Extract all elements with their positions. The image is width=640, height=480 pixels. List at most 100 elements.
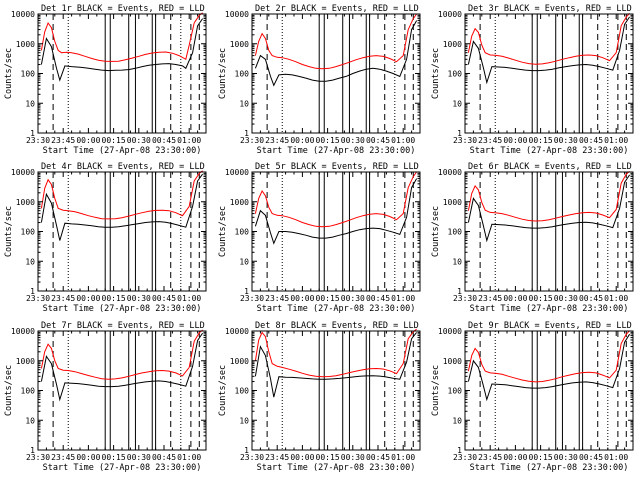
y-axis-label: Counts/sec — [431, 206, 441, 257]
y-tick-label: 100 — [21, 228, 36, 237]
x-tick-label: 23:45 — [51, 294, 75, 303]
x-tick-label: 00:00 — [76, 136, 100, 145]
y-tick-label: 1000 — [443, 198, 462, 207]
series-line-events — [254, 20, 418, 87]
y-tick-label: 10000 — [225, 168, 249, 177]
x-axis-label: Start Time (27-Apr-08 23:30:00) — [257, 463, 416, 473]
x-tick-label: 23:45 — [51, 136, 75, 145]
y-tick-label: 10 — [25, 416, 35, 425]
x-tick-label: 00:45 — [366, 294, 390, 303]
y-tick-label: 1 — [244, 129, 249, 138]
x-tick-label: 00:00 — [503, 294, 527, 303]
x-axis-label: Start Time (27-Apr-08 23:30:00) — [257, 304, 416, 314]
series-line-lld — [254, 13, 418, 70]
series-line-events — [254, 332, 417, 398]
y-tick-label: 10 — [452, 416, 462, 425]
x-tick-label: 01:00 — [391, 453, 415, 462]
y-tick-label: 10000 — [225, 327, 249, 336]
x-tick-label: 23:45 — [265, 294, 289, 303]
x-tick-label: 23:45 — [265, 136, 289, 145]
chart-title: Det 8r BLACK = Events, RED = LLD — [255, 321, 419, 331]
series-line-events — [467, 174, 631, 243]
y-tick-label: 100 — [448, 70, 463, 79]
x-tick-label: 00:00 — [290, 453, 314, 462]
y-tick-label: 1 — [30, 287, 35, 296]
chart-panel-5: Det 5r BLACK = Events, RED = LLD 1 10 100 10… — [218, 162, 421, 314]
x-axis-label: Start Time (27-Apr-08 23:30:00) — [257, 146, 416, 156]
x-tick-label: 00:15 — [102, 136, 126, 145]
x-tick-label: 00:00 — [76, 294, 100, 303]
y-tick-label: 10 — [239, 416, 249, 425]
series-line-events — [40, 332, 204, 402]
x-tick-label: 00:00 — [290, 294, 314, 303]
series-line-lld — [40, 170, 203, 220]
x-tick-label: 23:30 — [26, 136, 50, 145]
x-tick-label: 01:00 — [391, 294, 415, 303]
y-tick-label: 10 — [239, 99, 249, 108]
chart-panel-4: Det 4r BLACK = Events, RED = LLD 1 10 100 10… — [4, 162, 207, 314]
x-tick-label: 23:30 — [240, 294, 264, 303]
y-tick-label: 10000 — [11, 10, 35, 19]
y-tick-label: 1000 — [16, 198, 35, 207]
y-tick-label: 100 — [21, 387, 36, 396]
y-axis-label: Counts/sec — [4, 48, 14, 99]
y-tick-label: 1 — [30, 446, 35, 455]
y-tick-label: 1 — [244, 446, 249, 455]
y-tick-label: 1000 — [16, 357, 35, 366]
y-axis-label: Counts/sec — [4, 365, 14, 416]
y-tick-label: 1000 — [443, 40, 462, 49]
chart-panel-7: Det 7r BLACK = Events, RED = LLD 1 10 100 10… — [4, 321, 207, 473]
series-line-events — [40, 18, 204, 82]
x-tick-label: 00:30 — [127, 453, 151, 462]
y-tick-label: 10000 — [438, 10, 462, 19]
x-tick-label: 01:00 — [391, 136, 415, 145]
y-tick-label: 1000 — [230, 40, 249, 49]
y-tick-label: 10000 — [11, 327, 35, 336]
x-tick-label: 00:45 — [366, 453, 390, 462]
y-tick-label: 1000 — [443, 357, 462, 366]
chart-title: Det 5r BLACK = Events, RED = LLD — [255, 162, 419, 172]
x-tick-label: 01:00 — [604, 136, 628, 145]
x-tick-label: 00:45 — [366, 136, 390, 145]
series-line-lld — [254, 328, 417, 378]
series-line-events — [40, 173, 204, 241]
x-tick-label: 00:45 — [579, 294, 603, 303]
x-tick-label: 23:30 — [240, 136, 264, 145]
x-tick-label: 00:30 — [341, 136, 365, 145]
y-tick-label: 100 — [21, 70, 36, 79]
x-tick-label: 23:30 — [240, 453, 264, 462]
chart-panel-2: Det 2r BLACK = Events, RED = LLD 1 10 100 10… — [218, 4, 421, 156]
x-tick-label: 00:15 — [316, 294, 340, 303]
series-line-lld — [467, 171, 630, 222]
x-tick-label: 00:15 — [102, 294, 126, 303]
x-tick-label: 23:30 — [453, 294, 477, 303]
y-tick-label: 100 — [235, 228, 250, 237]
chart-title: Det 4r BLACK = Events, RED = LLD — [41, 162, 205, 172]
x-tick-label: 23:45 — [478, 136, 502, 145]
x-tick-label: 00:45 — [579, 136, 603, 145]
y-tick-label: 1000 — [230, 357, 249, 366]
x-tick-label: 00:15 — [529, 136, 553, 145]
x-tick-label: 00:15 — [102, 453, 126, 462]
series-line-events — [254, 178, 418, 245]
x-tick-label: 00:45 — [152, 453, 176, 462]
y-tick-label: 1 — [457, 129, 462, 138]
x-tick-label: 00:00 — [290, 136, 314, 145]
x-tick-label: 00:15 — [529, 294, 553, 303]
x-tick-label: 00:30 — [554, 453, 578, 462]
x-tick-label: 00:45 — [152, 136, 176, 145]
y-axis-label: Counts/sec — [218, 48, 228, 99]
x-axis-label: Start Time (27-Apr-08 23:30:00) — [43, 146, 202, 156]
y-tick-label: 10 — [452, 257, 462, 266]
y-tick-label: 10 — [452, 99, 462, 108]
x-tick-label: 23:45 — [51, 453, 75, 462]
x-tick-label: 00:15 — [529, 453, 553, 462]
series-line-lld — [467, 330, 630, 383]
y-axis-label: Counts/sec — [4, 206, 14, 257]
x-tick-label: 01:00 — [177, 453, 201, 462]
x-tick-label: 00:00 — [503, 136, 527, 145]
x-tick-label: 00:45 — [152, 294, 176, 303]
chart-title: Det 9r BLACK = Events, RED = LLD — [468, 321, 632, 331]
y-tick-label: 100 — [448, 387, 463, 396]
